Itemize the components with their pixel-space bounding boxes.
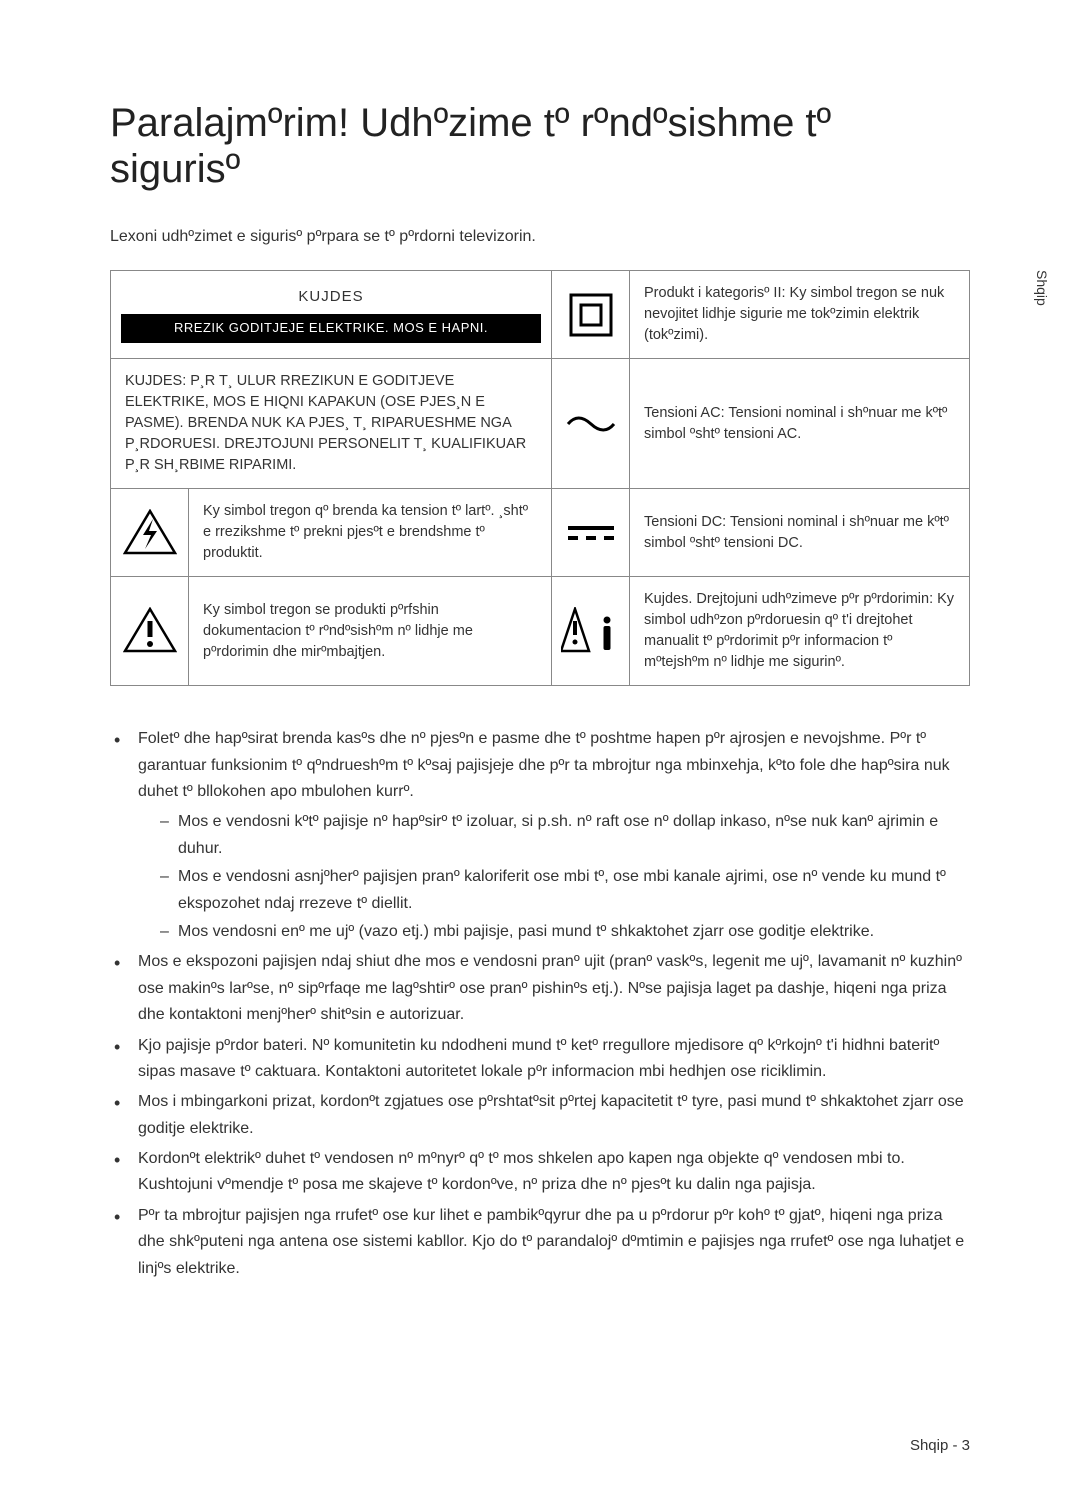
bolt-text: Ky simbol tregon qº brenda ka tension tº… <box>189 489 552 577</box>
dc-text: Tensioni DC: Tensioni nominal i shºnuar … <box>630 489 970 577</box>
ac-icon <box>552 359 630 489</box>
sub-bullet-item: Mos e vendosni asnjºherº pajisjen pranº … <box>160 864 970 917</box>
page-footer: Shqip - 3 <box>910 1437 970 1454</box>
sub-bullet-item: Mos vendosni enº me ujº (vazo etj.) mbi … <box>160 919 970 945</box>
manual-text: Kujdes. Drejtojuni udhºzimeve pºr pºrdor… <box>630 577 970 686</box>
bullet-item: Pºr ta mbrojtur pajisjen nga rrufetº ose… <box>110 1203 970 1282</box>
bullet-item: Mos e ekspozoni pajisjen ndaj shiut dhe … <box>110 949 970 1028</box>
warnings-table: KUJDES RREZIK GODITJEJE ELEKTRIKE. MOS E… <box>110 270 970 686</box>
ac-text: Tensioni AC: Tensioni nominal i shºnuar … <box>630 359 970 489</box>
bullet-item: Kordonºt elektrikº duhet tº vendosen nº … <box>110 1146 970 1199</box>
caution-long-text: KUJDES: P¸R T¸ ULUR RREZIKUN E GODITJEVE… <box>111 359 552 489</box>
class2-icon <box>552 271 630 359</box>
language-tab: Shqip <box>1034 270 1050 306</box>
bullet-item: Mos i mbingarkoni prizat, kordonºt zgjat… <box>110 1089 970 1142</box>
kujdes-title: KUJDES <box>121 286 541 308</box>
safety-bullets: Foletº dhe hapºsirat brenda kasºs dhe nº… <box>110 726 970 1282</box>
dc-icon <box>552 489 630 577</box>
exclamation-text: Ky simbol tregon se produkti pºrfshin do… <box>189 577 552 686</box>
sub-bullet-item: Mos e vendosni kºtº pajisje nº hapºsirº … <box>160 809 970 862</box>
exclamation-icon <box>111 577 189 686</box>
sub-bullets: Mos e vendosni kºtº pajisje nº hapºsirº … <box>138 809 970 945</box>
page-title: Paralajmºrim! Udhºzime tº rºndºsishme tº… <box>110 100 970 192</box>
class2-text: Produkt i kategorisº II: Ky simbol trego… <box>630 271 970 359</box>
bullet-item: Foletº dhe hapºsirat brenda kasºs dhe nº… <box>110 726 970 945</box>
intro-text: Lexoni udhºzimet e sigurisº pºrpara se t… <box>110 228 970 246</box>
bullet-item: Kjo pajisje pºrdor bateri. Nº komuniteti… <box>110 1033 970 1086</box>
kujdes-header: KUJDES RREZIK GODITJEJE ELEKTRIKE. MOS E… <box>111 271 552 359</box>
manual-icon <box>552 577 630 686</box>
bolt-icon <box>111 489 189 577</box>
kujdes-subtitle: RREZIK GODITJEJE ELEKTRIKE. MOS E HAPNI. <box>121 314 541 343</box>
